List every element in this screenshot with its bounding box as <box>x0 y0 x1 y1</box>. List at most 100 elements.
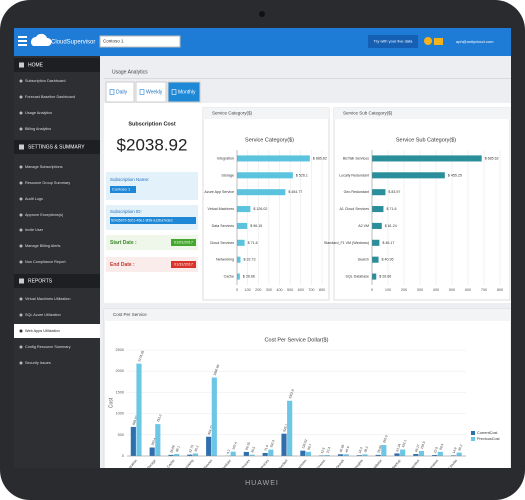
value-label: 12.5 <box>320 447 326 454</box>
bar <box>372 172 445 179</box>
value-label: $ 685.62 <box>313 156 327 160</box>
chart-title: Service Category($) <box>245 137 294 143</box>
value-label: 454.77 <box>207 425 214 436</box>
sidebar-item[interactable]: Web Apps Utilization <box>25 329 60 333</box>
y-tick-label: Virtual Machines <box>207 207 234 211</box>
bar <box>337 454 344 456</box>
sidebar-item[interactable]: Forecast Baseline Dashboard <box>25 95 75 99</box>
sidebar-item[interactable]: Security Issues <box>25 361 51 365</box>
id-chip <box>110 217 196 224</box>
panel <box>333 107 511 301</box>
bar <box>372 155 482 162</box>
bar <box>305 451 312 456</box>
panel <box>103 308 511 468</box>
item-icon <box>19 329 23 333</box>
section-icon <box>19 278 24 284</box>
x-tick-label: 500 <box>449 288 455 292</box>
x-tick-label: 600 <box>298 288 304 292</box>
id-label: Subscription ID: <box>110 209 142 214</box>
bar <box>237 189 286 196</box>
tab-icon <box>109 89 115 95</box>
sidebar <box>14 56 100 468</box>
value-label: 26.66 <box>376 444 383 453</box>
x-tick-label: Cognitive <box>408 459 420 472</box>
sidebar-section-title: HOME <box>28 62 44 68</box>
tab[interactable] <box>105 81 135 103</box>
x-tick-label: Cache <box>166 459 175 469</box>
bar <box>237 172 293 179</box>
subscription-select[interactable] <box>99 35 181 48</box>
panel-header <box>104 309 511 321</box>
x-tick-label: Insights <box>353 458 364 470</box>
chart-title: Cost Per Service Dollar($) <box>265 337 329 343</box>
sidebar-item[interactable]: Approve Exceptions(s) <box>25 213 64 217</box>
value-label: $ 71.6 <box>248 241 258 245</box>
value-label: 96.15 <box>245 441 252 450</box>
value-label: $ 71.6 <box>386 207 396 211</box>
sidebar-item[interactable]: Resource Group Summary <box>25 181 70 185</box>
sidebar-item[interactable]: Billing Analytics <box>25 127 51 131</box>
sidebar-item[interactable]: Invite User <box>25 228 44 232</box>
sidebar-item[interactable]: Non Compliance Report <box>25 260 66 264</box>
value-label: 98.7 <box>307 443 313 450</box>
x-tick-label: 600 <box>465 288 471 292</box>
y-tick-label: 1000 <box>116 412 124 416</box>
value-label: 118.9 <box>420 441 426 450</box>
live-data-button[interactable] <box>368 35 418 48</box>
bar <box>362 454 368 456</box>
panel-title: Service Sub Category($) <box>343 111 393 116</box>
x-tick-label: 100 <box>244 288 250 292</box>
value-label: 60.2 <box>194 445 200 452</box>
value-label: 26.66 <box>169 444 176 453</box>
value-label: 126.02 <box>301 439 308 450</box>
bar <box>372 239 380 246</box>
y-tick-label: Cloud Services <box>210 241 234 245</box>
value-label: $ 126.02 <box>253 207 267 211</box>
end-value: 01/31/2017 <box>174 263 193 267</box>
subscription-select-text: Contoso 1 <box>103 39 124 44</box>
x-tick-label: Search <box>335 459 345 470</box>
menu-button[interactable] <box>18 36 27 46</box>
sidebar-active <box>14 324 100 338</box>
tab[interactable] <box>135 81 167 103</box>
sidebar-item[interactable]: Usage Analytics <box>25 111 52 115</box>
value-label: 152.1 <box>401 439 408 448</box>
value-label: 2178.45 <box>137 350 145 362</box>
bar <box>400 449 406 456</box>
value-label: 40.95 <box>339 444 346 453</box>
sidebar-item[interactable]: Manage Subscriptions <box>25 165 63 169</box>
sidebar-item[interactable]: SQL Azure Utilization <box>25 313 61 317</box>
mail-icon[interactable] <box>434 38 443 45</box>
x-tick-label: 300 <box>266 288 272 292</box>
y-tick-label: Storage <box>221 173 234 177</box>
legend-swatch <box>471 437 475 441</box>
end-chip <box>171 261 196 268</box>
value-label: 46.17 <box>414 444 421 453</box>
start-label: Start Date : <box>110 240 137 246</box>
value-label: $ 96.15 <box>250 224 262 228</box>
sidebar-item[interactable]: Manage Billing Alerts <box>25 244 61 248</box>
x-tick-label: 100 <box>385 288 391 292</box>
sidebar-item[interactable]: Virtual Machines Utilization <box>25 297 71 301</box>
end-label: End Date : <box>110 262 135 268</box>
sidebar-item[interactable]: Subscription Dashboard <box>25 79 66 83</box>
sidebar-item[interactable]: Config Resource Summary <box>25 345 71 349</box>
value-label: 98.4 <box>439 443 445 450</box>
x-tick-label: 200 <box>401 288 407 292</box>
user-email[interactable]: aph@unitycloud.com <box>456 39 494 44</box>
value-label: 61.24 <box>395 443 402 452</box>
tab[interactable] <box>167 81 201 103</box>
page-title: Usage Analytics <box>112 69 148 75</box>
chart-title: Service Sub Category($) <box>396 137 456 143</box>
bar <box>268 449 274 456</box>
y-tick-label: 2500 <box>116 348 124 352</box>
user-icon[interactable] <box>424 37 432 45</box>
x-tick-label: 800 <box>319 288 325 292</box>
panel-title: Cost Per Service <box>113 312 147 317</box>
bar <box>319 455 325 456</box>
sidebar-item[interactable]: Audit Logs <box>25 197 43 201</box>
bar <box>174 453 180 456</box>
item-icon <box>19 79 23 83</box>
x-tick-label: 0 <box>236 288 238 292</box>
